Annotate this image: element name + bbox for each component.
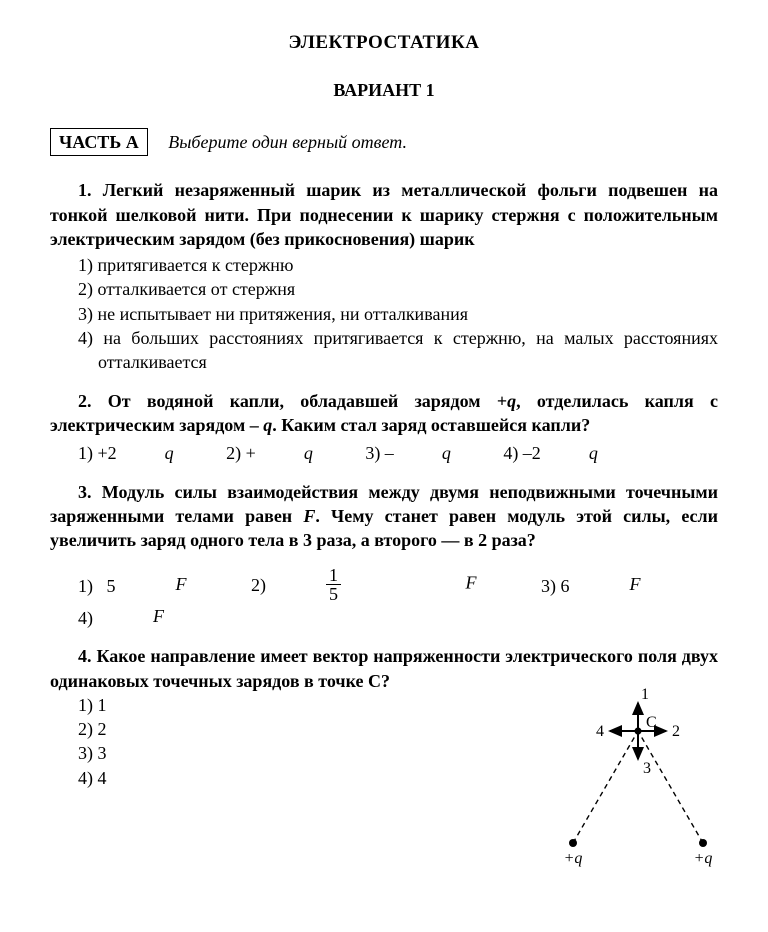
q2-a: От водяной капли, обладавшей зарядом + [108,391,507,411]
q3-text: 3. Модуль силы взаимодействия между двум… [50,480,718,553]
q2-opt3-b: q [442,443,451,463]
svg-text:1: 1 [641,686,649,703]
q2-num: 2. [78,391,92,411]
q1-body: Легкий незаряженный шарик из металлическ… [50,180,718,249]
q4-figure: 1 2 3 4 С +q +q [528,683,738,873]
q3-opt1-b: F [176,574,187,594]
q2-opt3-a: 3) – [365,441,394,465]
q3-opt3-a: 3) 6 [541,574,570,598]
q3-opt1-a: 1) 5 [78,574,116,598]
part-a-instruction: Выберите один верный ответ. [168,132,407,152]
q4-opt4: 4) 4 [78,766,107,790]
svg-text:2: 2 [672,723,680,740]
page-title: ЭЛЕКТРОСТАТИКА [50,30,718,56]
q3-opt3-b: F [630,574,641,594]
q2-q1: q [507,391,516,411]
q2-opt1-a: 1) +2 [78,441,117,465]
q1-text: 1. Легкий незаряженный шарик из металлич… [50,178,718,251]
q1-options: 1) притягивается к стержню 2) отталкивае… [78,253,718,374]
q2-opt2-b: q [304,443,313,463]
q4-figure-container: 1234С+q+q [107,693,719,873]
q3-opt4-b: F [153,606,164,626]
q2-opt4-b: q [589,443,598,463]
q2-opt1: 1) +2 q [78,441,174,465]
q2-options: 1) +2 q 2) + q 3) – q 4) –2 q [78,441,718,465]
q4-opt3: 3) 3 [78,741,107,765]
q4-options: 1) 1 2) 2 3) 3 4) 4 [78,693,107,790]
q3-opt4-a: 4) [78,606,93,630]
q3-options: 1) 5 F 2) 15 F 3) 6 F 4) F [78,566,718,630]
q2-opt1-b: q [165,443,174,463]
q4-num: 4. [78,646,92,666]
svg-text:+q: +q [694,850,713,867]
q3-frac-d: 5 [326,585,341,603]
q2-opt2: 2) + q [226,441,313,465]
q2-c: . Каким стал заряд оставшейся капли? [272,415,590,435]
variant-title: ВАРИАНТ 1 [50,78,718,102]
q1-opt1: 1) притягивается к стержню [78,253,718,277]
q1-opt3: 3) не испытывает ни притяжения, ни оттал… [78,302,718,326]
q1-num: 1. [78,180,92,200]
q3-opt4: 4) F [78,604,164,630]
q3-opt2-a: 2) [251,573,266,597]
q1-opt4: 4) на больших расстояниях притягивается … [78,326,718,375]
q3-frac-n: 1 [326,566,341,585]
q4-opt1: 1) 1 [78,693,107,717]
q2-opt3: 3) – q [365,441,451,465]
q3-opt3: 3) 6 F [541,572,641,598]
q3-opt2-b: F [461,573,477,593]
q2-opt4: 4) –2 q [503,441,598,465]
q4-opt2: 2) 2 [78,717,107,741]
part-a-header: ЧАСТЬ А Выберите один верный ответ. [50,128,718,156]
q3-opt1: 1) 5 F [78,572,187,598]
q3-F: F [303,506,315,526]
q1-opt2: 2) отталкивается от стержня [78,277,718,301]
q2-text: 2. От водяной капли, обладавшей зарядом … [50,389,718,438]
q2-opt2-a: 2) + [226,441,256,465]
svg-text:3: 3 [643,760,651,777]
q3-opt2-frac: 15 [326,566,401,603]
q3-opt2: 2) 15 F [251,566,477,603]
svg-text:С: С [646,714,657,731]
part-a-box: ЧАСТЬ А [50,128,148,156]
svg-text:+q: +q [564,850,583,867]
q2-q2: q [263,415,272,435]
q3-num: 3. [78,482,92,502]
svg-text:4: 4 [596,723,604,740]
q2-opt4-a: 4) –2 [503,441,541,465]
